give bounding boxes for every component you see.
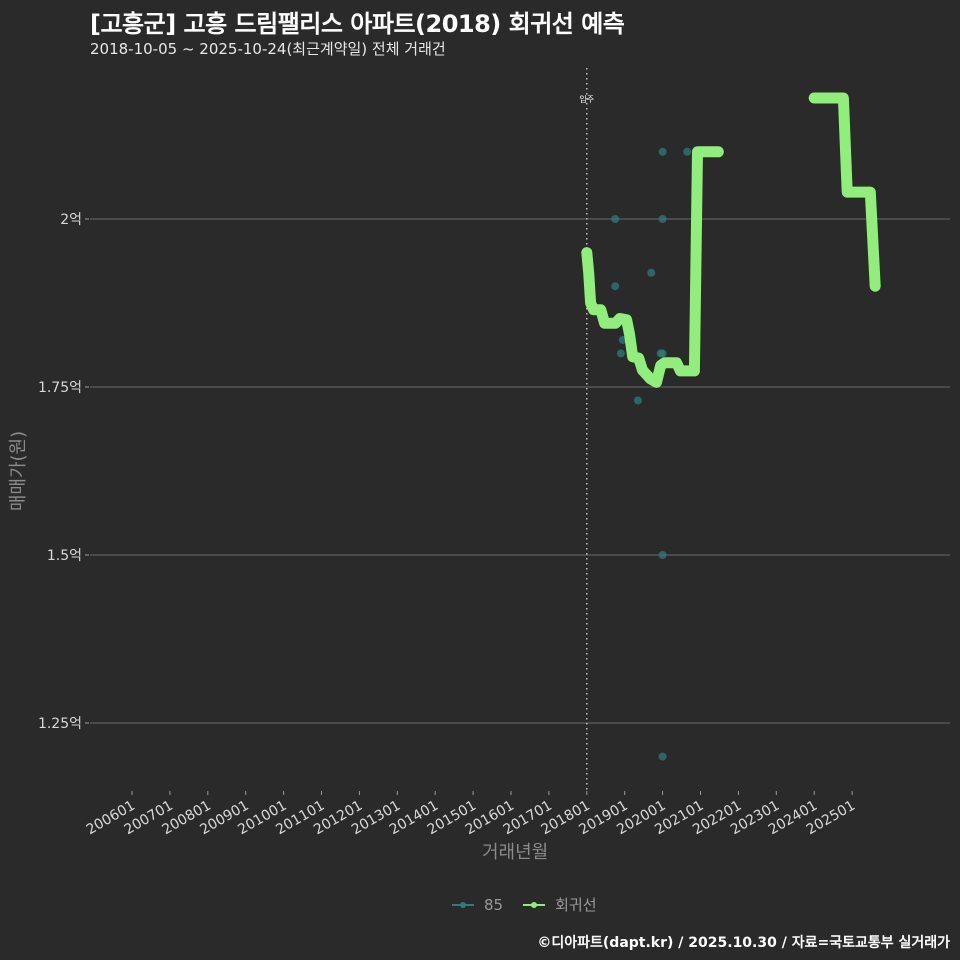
legend-item-regression: 회귀선 xyxy=(523,894,597,915)
legend-item-85: 85 xyxy=(452,896,503,914)
regression-line xyxy=(581,146,724,388)
legend-swatch-regression xyxy=(523,899,546,911)
scatter-point xyxy=(656,349,665,358)
legend-swatch-85 xyxy=(452,899,474,911)
y-tick-label: 1.25억 xyxy=(38,716,82,732)
scatter-point xyxy=(683,147,692,156)
legend-label: 회귀선 xyxy=(555,896,597,914)
x-axis-label: 거래년월 xyxy=(482,842,549,863)
scatter-point xyxy=(633,396,642,405)
legend: 85 회귀선 xyxy=(452,894,609,915)
y-tick-label: 2억 xyxy=(60,212,82,228)
y-tick-label: 1.5억 xyxy=(47,548,82,564)
regression-line xyxy=(808,92,881,292)
source-caption: ©디아파트(dapt.kr) / 2025.10.30 / 자료=국토교통부 실… xyxy=(537,935,950,951)
scatter-point xyxy=(611,215,620,223)
y-axis-label: 매매가(원) xyxy=(8,430,30,512)
scatter-point xyxy=(647,268,656,277)
scatter-point xyxy=(658,752,667,761)
move-in-label: 입주 xyxy=(579,95,594,104)
chart-title: [고흥군] 고흥 드림팰리스 아파트(2018) 회귀선 예측 xyxy=(90,10,625,38)
scatter-point xyxy=(658,147,667,156)
scatter-point xyxy=(616,349,625,358)
chart-subtitle: 2018-10-05 ~ 2025-10-24(최근계약일) 전체 거래건 xyxy=(90,40,446,58)
scatter-point xyxy=(658,551,667,559)
scatter-point xyxy=(611,282,620,291)
scatter-point xyxy=(658,215,667,223)
y-tick-label: 1.75억 xyxy=(38,380,82,396)
legend-label: 85 xyxy=(484,895,504,914)
